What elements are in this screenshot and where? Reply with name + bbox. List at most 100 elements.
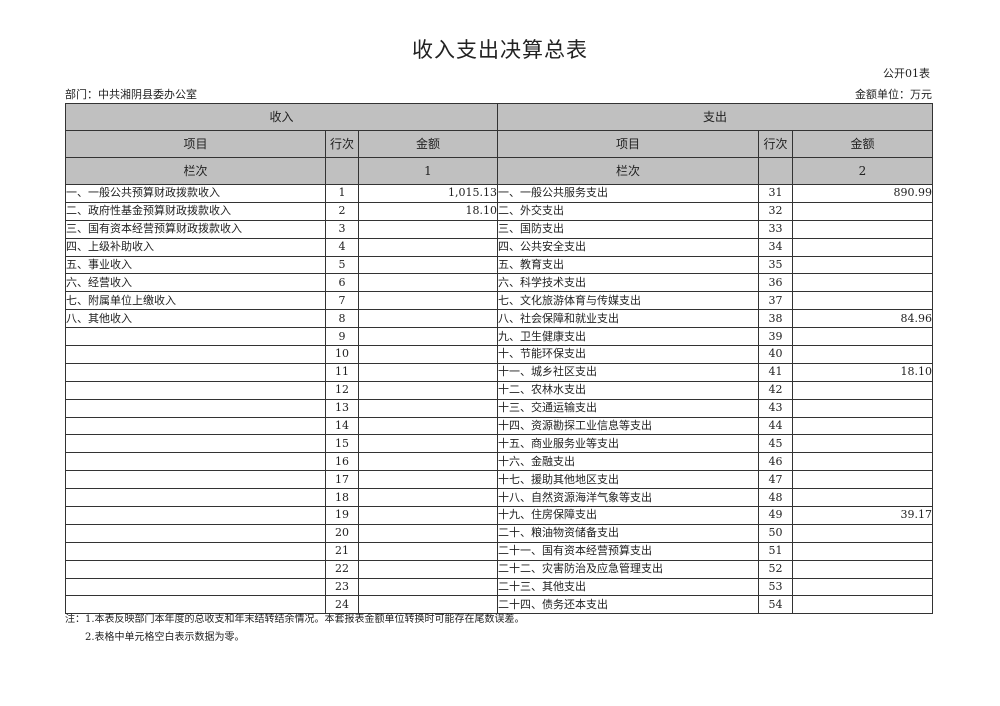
income-row-no: 22 — [325, 559, 359, 579]
income-amount — [358, 327, 498, 347]
income-header: 收入 — [65, 103, 498, 131]
expense-amount — [792, 523, 933, 543]
income-amount — [358, 255, 498, 275]
table-row: 三、国有资本经营预算财政拨款收入 3 三、国防支出 33 — [65, 219, 933, 239]
expense-item: 四、公共安全支出 — [497, 237, 759, 257]
income-amount — [358, 559, 498, 579]
income-amount: 1,015.13 — [358, 184, 498, 203]
expense-item: 十二、农林水支出 — [497, 380, 759, 400]
expense-amount — [792, 577, 933, 597]
income-colno: 1 — [358, 157, 498, 185]
table-row: 八、其他收入 8 八、社会保障和就业支出 38 84.96 — [65, 309, 933, 329]
unit-label: 金额单位：万元 — [855, 88, 932, 101]
income-row-no: 3 — [325, 219, 359, 239]
income-item: 六、经营收入 — [65, 273, 326, 293]
table-row: 四、上级补助收入 4 四、公共安全支出 34 — [65, 237, 933, 257]
expense-colno: 2 — [792, 157, 933, 185]
expense-amount — [792, 595, 933, 615]
expense-row-no: 46 — [758, 452, 793, 472]
income-item — [65, 362, 326, 382]
expense-item: 二十、粮油物资储备支出 — [497, 523, 759, 543]
expense-item: 十五、商业服务业等支出 — [497, 434, 759, 454]
income-row-no: 14 — [325, 416, 359, 436]
income-row-no: 10 — [325, 345, 359, 364]
expense-row-no: 40 — [758, 345, 793, 364]
department-label: 部门：中共湘阴县委办公室 — [65, 88, 197, 101]
income-item — [65, 345, 326, 364]
income-amount-header: 金额 — [358, 130, 498, 158]
expense-item: 十七、援助其他地区支出 — [497, 470, 759, 490]
expense-item: 五、教育支出 — [497, 255, 759, 275]
expense-row-no: 43 — [758, 398, 793, 418]
income-row-no: 13 — [325, 398, 359, 418]
income-amount — [358, 362, 498, 382]
income-item: 三、国有资本经营预算财政拨款收入 — [65, 219, 326, 239]
income-row-no: 20 — [325, 523, 359, 543]
income-item: 一、一般公共预算财政拨款收入 — [65, 184, 326, 203]
table-row: 20 二十、粮油物资储备支出 50 — [65, 523, 933, 543]
table-row: 22 二十二、灾害防治及应急管理支出 52 — [65, 559, 933, 579]
income-row-no: 12 — [325, 380, 359, 400]
income-item: 五、事业收入 — [65, 255, 326, 275]
expense-item: 二十一、国有资本经营预算支出 — [497, 541, 759, 561]
income-amount — [358, 506, 498, 525]
table-row: 17 十七、援助其他地区支出 47 — [65, 470, 933, 490]
expense-amount — [792, 470, 933, 490]
income-item — [65, 488, 326, 508]
expense-item: 二十三、其他支出 — [497, 577, 759, 597]
income-item-header: 项目 — [65, 130, 326, 158]
income-row-no: 7 — [325, 291, 359, 311]
table-row: 六、经营收入 6 六、科学技术支出 36 — [65, 273, 933, 293]
expense-row-no: 34 — [758, 237, 793, 257]
income-amount — [358, 273, 498, 293]
income-rowno-header: 行次 — [325, 130, 359, 158]
expense-row-no: 48 — [758, 488, 793, 508]
expense-item: 十三、交通运输支出 — [497, 398, 759, 418]
income-row-no: 23 — [325, 577, 359, 597]
expense-item: 十八、自然资源海洋气象等支出 — [497, 488, 759, 508]
income-row-no: 4 — [325, 237, 359, 257]
expense-row-no: 31 — [758, 184, 793, 203]
table-row: 21 二十一、国有资本经营预算支出 51 — [65, 541, 933, 561]
income-row-no: 15 — [325, 434, 359, 454]
expense-amount — [792, 559, 933, 579]
expense-rowno-header: 行次 — [758, 130, 793, 158]
expense-amount — [792, 488, 933, 508]
expense-item: 九、卫生健康支出 — [497, 327, 759, 347]
table-row: 11 十一、城乡社区支出 41 18.10 — [65, 362, 933, 382]
expense-amount: 890.99 — [792, 184, 933, 203]
expense-amount — [792, 201, 933, 221]
income-row-no: 5 — [325, 255, 359, 275]
income-expense-table: 收入 支出 项目 行次 金额 项目 行次 金额 栏次 1 栏次 2 一、一般公共… — [65, 103, 933, 615]
table-row: 二、政府性基金预算财政拨款收入 2 18.10 二、外交支出 32 — [65, 201, 933, 221]
income-item: 八、其他收入 — [65, 309, 326, 329]
income-amount — [358, 237, 498, 257]
expense-row-no: 32 — [758, 201, 793, 221]
income-amount — [358, 470, 498, 490]
income-item — [65, 398, 326, 418]
expense-amount — [792, 541, 933, 561]
income-amount — [358, 434, 498, 454]
income-item: 二、政府性基金预算财政拨款收入 — [65, 201, 326, 221]
expense-row-no: 45 — [758, 434, 793, 454]
table-row: 23 二十三、其他支出 53 — [65, 577, 933, 597]
expense-amount — [792, 255, 933, 275]
income-amount — [358, 488, 498, 508]
page-title: 收入支出决算总表 — [412, 38, 588, 62]
income-item: 四、上级补助收入 — [65, 237, 326, 257]
income-colno-label: 栏次 — [65, 157, 326, 185]
income-item — [65, 327, 326, 347]
notes: 注：1.本表反映部门本年度的总收支和年末结转结余情况。本套报表金额单位转换时可能… — [65, 611, 525, 647]
expense-item: 七、文化旅游体育与传媒支出 — [497, 291, 759, 311]
expense-row-no: 47 — [758, 470, 793, 490]
expense-row-no: 49 — [758, 506, 793, 525]
income-amount — [358, 523, 498, 543]
expense-row-no: 41 — [758, 362, 793, 382]
income-amount — [358, 577, 498, 597]
income-row-no: 24 — [325, 595, 359, 615]
expense-row-no: 33 — [758, 219, 793, 239]
expense-item: 二十二、灾害防治及应急管理支出 — [497, 559, 759, 579]
income-row-no: 11 — [325, 362, 359, 382]
table-row: 七、附属单位上缴收入 7 七、文化旅游体育与传媒支出 37 — [65, 291, 933, 311]
expense-item: 十六、金融支出 — [497, 452, 759, 472]
